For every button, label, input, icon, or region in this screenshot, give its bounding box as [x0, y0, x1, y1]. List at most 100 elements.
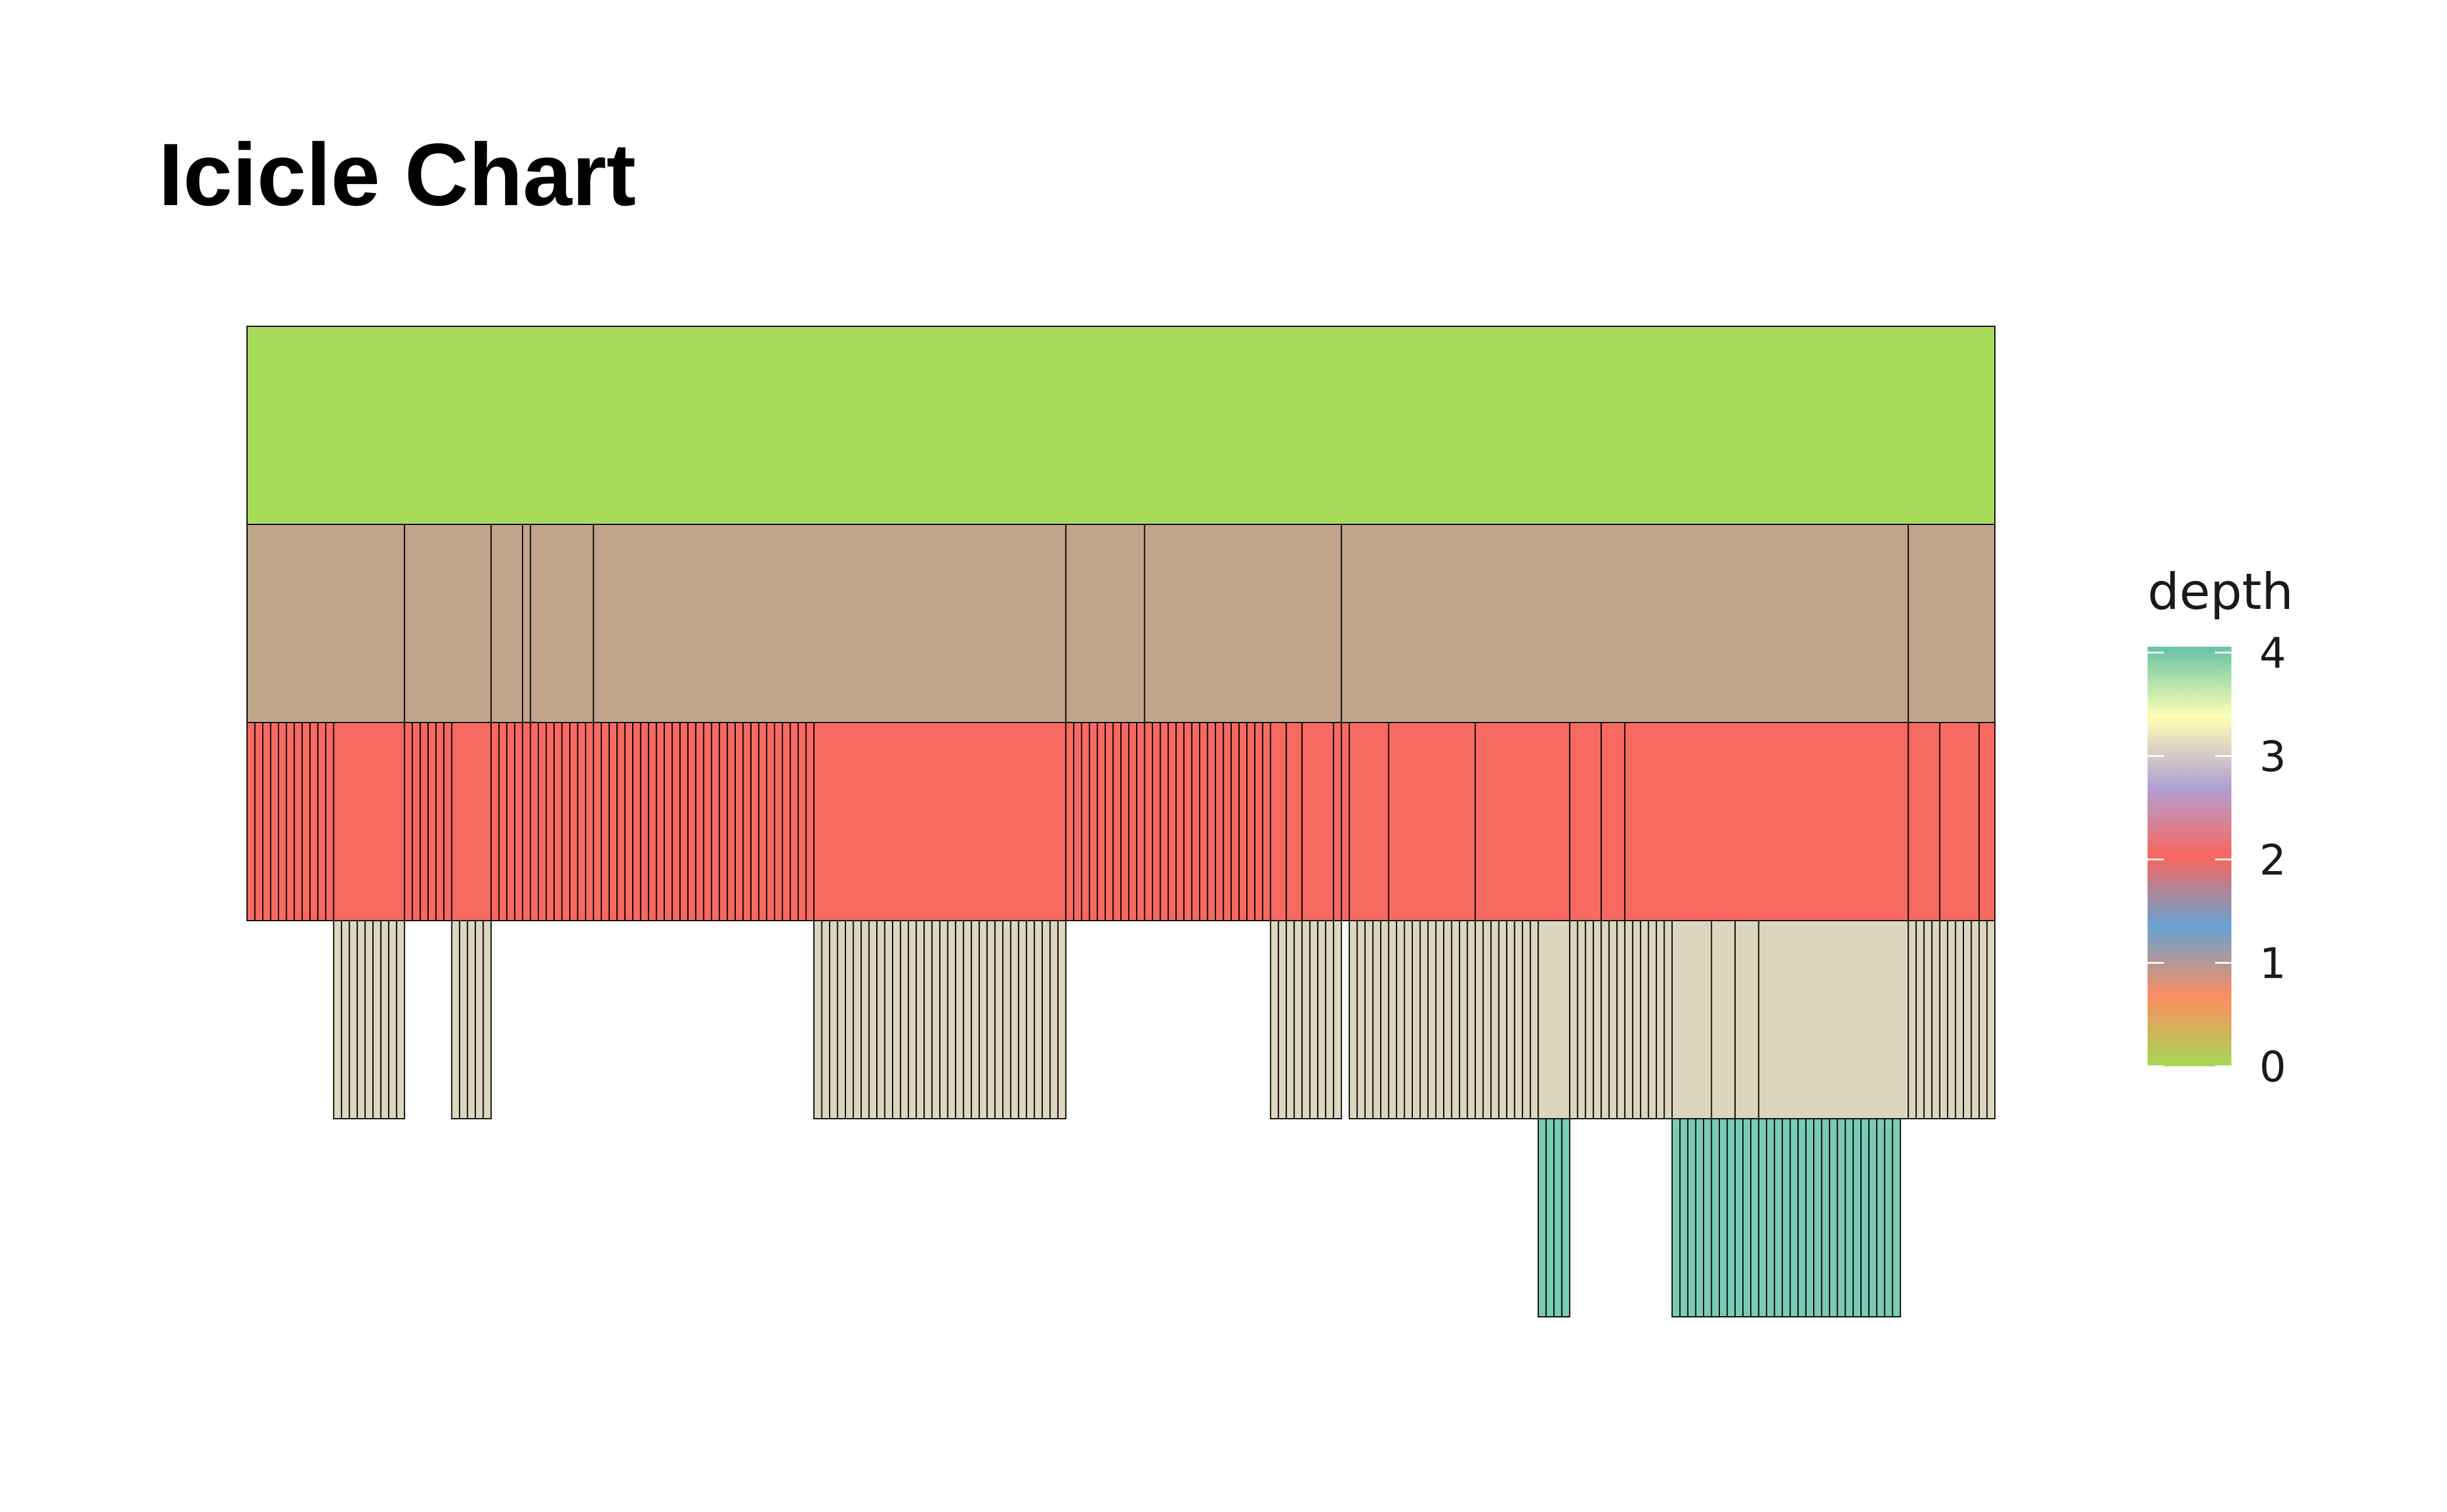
icicle-node: [1451, 920, 1461, 1119]
icicle-node: [482, 920, 492, 1119]
icicle-node: [1034, 920, 1043, 1119]
legend-ticks: 0 1 2 3 4: [2148, 629, 2286, 1091]
icicle-node: [553, 722, 563, 921]
icicle-node: [1404, 920, 1413, 1119]
icicle-node: [1978, 722, 1995, 921]
icicle-node: [648, 722, 657, 921]
icicle-node: [1907, 920, 1917, 1119]
icicle-node: [1270, 920, 1279, 1119]
icicle-node: [1364, 920, 1374, 1119]
icicle-node: [1852, 1118, 1862, 1317]
icicle-node: [789, 722, 799, 921]
icicle-node: [451, 722, 492, 921]
icicle-node: [1199, 722, 1208, 921]
icicle-node: [246, 524, 406, 723]
icicle-node: [278, 722, 287, 921]
icicle-node: [254, 722, 264, 921]
icicle-node: [1711, 1118, 1720, 1317]
icicle-node: [1545, 1118, 1555, 1317]
icicle-node: [1561, 1118, 1571, 1317]
icicle-node: [1191, 722, 1201, 921]
icicle-node: [1065, 722, 1074, 921]
icicle-node: [467, 920, 476, 1119]
icicle-node: [1514, 920, 1524, 1119]
icicle-node: [1341, 722, 1350, 921]
icicle-node: [734, 722, 744, 921]
icicle-node: [1608, 920, 1618, 1119]
icicle-node: [1782, 1118, 1791, 1317]
icicle-node: [262, 722, 272, 921]
icicle-node: [703, 722, 713, 921]
icicle-node: [593, 722, 602, 921]
icicle-node: [892, 920, 901, 1119]
icicle-node: [530, 524, 594, 723]
icicle-node: [1348, 920, 1358, 1119]
icicle-node: [1632, 920, 1641, 1119]
icicle-node: [1585, 920, 1594, 1119]
icicle-node: [1860, 1118, 1870, 1317]
icicle-node: [333, 722, 406, 921]
icicle-node: [1569, 722, 1602, 921]
icicle-node: [1073, 722, 1083, 921]
icicle-node: [1970, 920, 1980, 1119]
icicle-node: [1939, 722, 1980, 921]
icicle-node: [1624, 722, 1909, 921]
icicle-node: [1356, 920, 1366, 1119]
icicle-node: [1175, 722, 1185, 921]
icicle-node: [962, 920, 972, 1119]
icicle-node: [758, 722, 767, 921]
icicle-node: [781, 722, 791, 921]
icicle-node: [506, 722, 516, 921]
icicle-level-2: [246, 722, 1995, 921]
icicle-node: [1372, 920, 1381, 1119]
icicle-node: [325, 722, 334, 921]
icicle-node: [1207, 722, 1217, 921]
icicle-node: [655, 722, 665, 921]
icicle-node: [1183, 722, 1193, 921]
icicle-node: [711, 722, 720, 921]
icicle-node: [1868, 1118, 1878, 1317]
icicle-level-1: [246, 524, 1995, 723]
icicle-node: [1112, 722, 1122, 921]
icicle-node: [1915, 920, 1925, 1119]
icicle-node: [1246, 722, 1256, 921]
icicle-node: [364, 920, 374, 1119]
icicle-node: [1592, 920, 1602, 1119]
icicle-node: [443, 722, 453, 921]
legend-colorbar: [2148, 647, 2231, 1066]
icicle-node: [986, 920, 996, 1119]
icicle-node: [1395, 920, 1405, 1119]
icicle-node: [1010, 920, 1020, 1119]
icicle-node: [1805, 1118, 1815, 1317]
icicle-node: [388, 920, 397, 1119]
icicle-node: [1789, 1118, 1799, 1317]
icicle-node: [671, 722, 681, 921]
legend-tick-label: 4: [2259, 629, 2286, 678]
icicle-node: [1348, 722, 1390, 921]
icicle-node: [1498, 920, 1508, 1119]
legend-tick-label: 2: [2259, 836, 2286, 884]
icicle-node: [1955, 920, 1964, 1119]
icicle-node: [1813, 1118, 1822, 1317]
icicle-node: [285, 722, 295, 921]
icicle-node: [1152, 722, 1161, 921]
icicle-node: [1553, 1118, 1563, 1317]
icicle-node: [1459, 920, 1468, 1119]
icicle-node: [1443, 920, 1452, 1119]
icicle-node: [923, 920, 933, 1119]
icicle-node: [727, 722, 736, 921]
icicle-node: [1475, 920, 1484, 1119]
icicle-node: [1254, 722, 1264, 921]
icicle-node: [1419, 920, 1429, 1119]
icicle-node: [1986, 920, 1996, 1119]
icicle-node: [679, 722, 689, 921]
icicle-node: [419, 722, 429, 921]
icicle-node: [1065, 524, 1145, 723]
icicle-node: [1341, 524, 1909, 723]
icicle-node: [1655, 920, 1665, 1119]
icicle-node: [1120, 722, 1130, 921]
icicle-node: [664, 722, 673, 921]
legend-tick-label: 1: [2259, 939, 2286, 988]
icicle-node: [1947, 920, 1956, 1119]
